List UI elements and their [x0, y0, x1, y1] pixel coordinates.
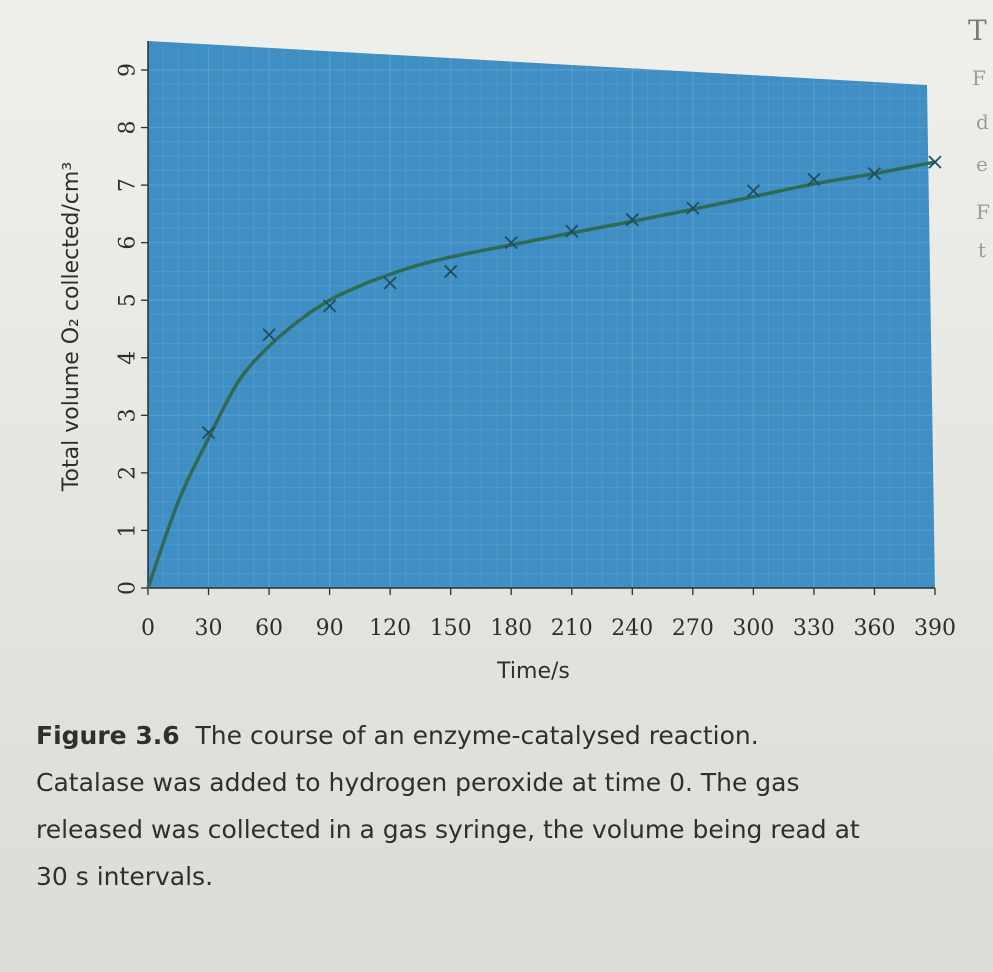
- caption-line: released was collected in a gas syringe,…: [36, 815, 860, 844]
- x-tick-label: 150: [430, 616, 472, 641]
- figure-number: Figure 3.6: [36, 721, 180, 750]
- x-tick-label: 300: [732, 616, 774, 641]
- marker-stroke: [625, 213, 639, 227]
- y-tick-label: 9: [116, 63, 141, 77]
- marker-stroke: [383, 276, 397, 290]
- x-tick-label: 30: [195, 616, 223, 641]
- caption-text: The course of an enzyme-catalysed reacti…: [195, 721, 759, 750]
- x-axis-label: Time/s: [496, 659, 570, 684]
- y-tick-label: 4: [116, 351, 141, 365]
- data-point: [504, 236, 518, 250]
- marker-stroke: [201, 425, 216, 440]
- data-point: [322, 299, 337, 313]
- data-point: [383, 276, 397, 290]
- x-tick-label: 360: [853, 616, 895, 641]
- x-tick-label: 390: [914, 616, 956, 641]
- x-tick-label: 180: [490, 616, 532, 641]
- y-axis-label: Total volume O₂ collected/cm³: [59, 162, 84, 492]
- x-tick-label: 210: [551, 616, 593, 641]
- marker-stroke: [807, 172, 821, 186]
- y-tick-label: 7: [116, 178, 141, 192]
- margin-letter: e: [976, 152, 988, 176]
- y-tick-label: 3: [116, 408, 141, 422]
- chart: 0 30 60 90 120 150 180 210 240 270 300 330 360 390 0 1 2…: [59, 41, 957, 684]
- plot-background: [148, 41, 935, 588]
- x-tick-label: 240: [611, 616, 653, 641]
- data-point: [565, 224, 579, 238]
- marker-stroke: [928, 155, 942, 169]
- margin-letter: d: [976, 110, 989, 134]
- marker-stroke: [444, 264, 458, 279]
- data-point: [201, 425, 216, 440]
- y-tick-label: 8: [116, 121, 141, 135]
- y-tick-label: 5: [116, 293, 141, 307]
- data-point: [262, 328, 276, 342]
- data-point: [444, 264, 458, 279]
- y-tick-label: 0: [116, 581, 141, 595]
- x-tick-label: 270: [672, 616, 714, 641]
- data-point: [746, 184, 761, 198]
- data-point: [625, 213, 639, 227]
- marker-stroke: [262, 328, 276, 342]
- margin-letter: t: [978, 238, 987, 262]
- marker-stroke: [504, 236, 518, 250]
- data-point: [867, 166, 882, 181]
- margin-letter: F: [976, 200, 990, 224]
- data-point: [686, 201, 700, 215]
- best-fit-curve: [146, 160, 936, 589]
- x-tick-label: 0: [141, 616, 155, 641]
- marker-stroke: [686, 201, 700, 215]
- y-tick-label: 2: [116, 466, 141, 480]
- marker-stroke: [322, 299, 337, 313]
- data-point: [807, 172, 821, 186]
- margin-letter: T: [968, 14, 987, 47]
- caption-line: Catalase was added to hydrogen peroxide …: [36, 768, 800, 797]
- margin-letter: F: [972, 66, 986, 90]
- data-point: [928, 155, 942, 169]
- axes: [147, 41, 935, 589]
- marker-stroke: [565, 224, 579, 238]
- data-points: [201, 155, 942, 440]
- x-tick-label: 330: [793, 616, 835, 641]
- x-tick-label: 60: [255, 616, 283, 641]
- figure-caption: Figure 3.6 The course of an enzyme-catal…: [36, 712, 986, 900]
- y-tick-label: 1: [116, 523, 141, 537]
- y-tick-label: 6: [116, 236, 141, 250]
- marker-stroke: [867, 166, 882, 181]
- caption-line: 30 s intervals.: [36, 862, 214, 891]
- caption-line: Figure 3.6 The course of an enzyme-catal…: [36, 712, 986, 759]
- x-tick-label: 120: [369, 616, 411, 641]
- x-tick-label: 90: [316, 616, 344, 641]
- marker-stroke: [746, 184, 761, 198]
- ticks: 0 30 60 90 120 150 180 210 240 270 300 330 360 390 0 1 2…: [116, 63, 957, 641]
